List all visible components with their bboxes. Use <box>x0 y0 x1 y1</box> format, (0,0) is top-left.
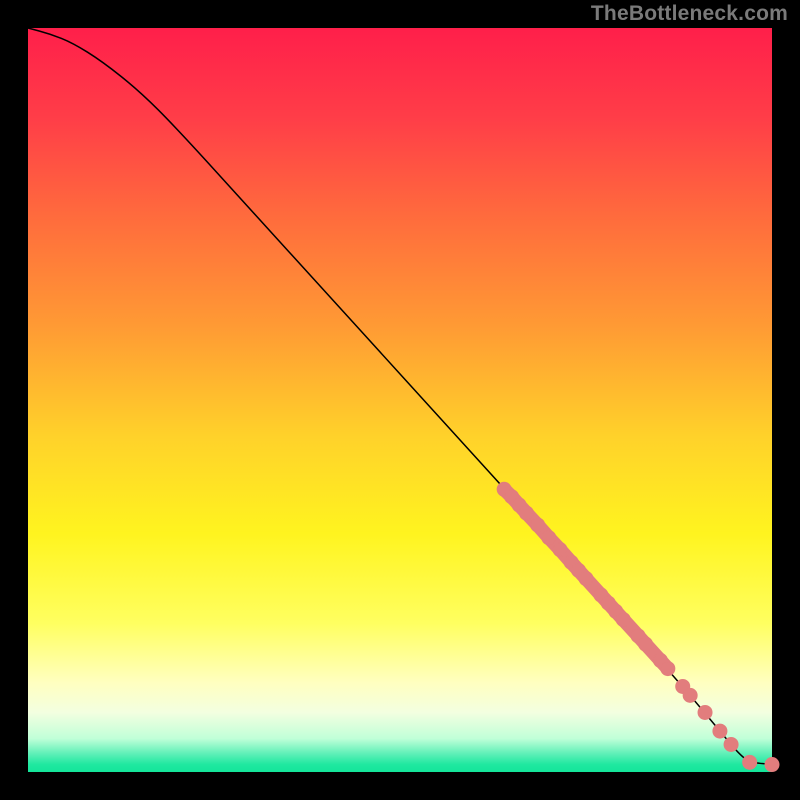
data-marker <box>713 724 727 738</box>
data-marker <box>639 637 653 651</box>
chart-svg <box>0 0 800 800</box>
data-marker <box>661 662 675 676</box>
stage: TheBottleneck.com <box>0 0 800 800</box>
data-marker <box>579 572 593 586</box>
watermark-text: TheBottleneck.com <box>591 2 788 26</box>
data-marker <box>765 758 779 772</box>
data-marker <box>542 531 556 545</box>
data-marker <box>724 737 738 751</box>
data-marker <box>683 688 697 702</box>
data-marker <box>616 612 630 626</box>
data-marker <box>531 518 545 532</box>
data-marker <box>553 543 567 557</box>
data-marker <box>743 755 757 769</box>
data-marker <box>519 506 533 520</box>
data-marker <box>698 705 712 719</box>
